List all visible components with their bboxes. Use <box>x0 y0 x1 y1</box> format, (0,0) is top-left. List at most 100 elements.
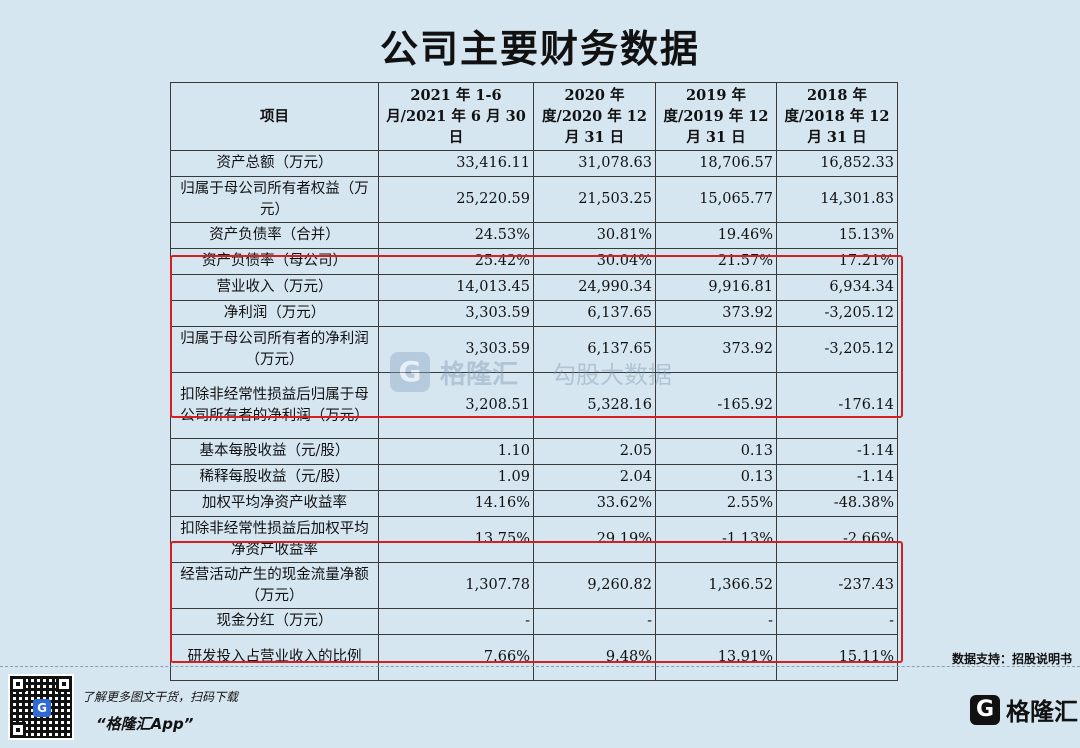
cell-value: 18,706.57 <box>655 150 777 177</box>
qr-finder-icon <box>10 676 26 692</box>
row-label: 归属于母公司所有者权益（万元） <box>170 176 379 223</box>
qr-finder-icon <box>56 676 72 692</box>
cell-value: -3,205.12 <box>776 326 898 373</box>
cell-value: 24,990.34 <box>533 274 656 301</box>
cell-value: 0.13 <box>655 438 777 465</box>
qr-app-logo-icon: G <box>33 699 51 717</box>
cell-value: 17.21% <box>776 248 898 275</box>
row-label: 净利润（万元） <box>170 300 379 327</box>
cell-value: 2.55% <box>655 490 777 517</box>
page-title: 公司主要财务数据 <box>379 27 700 71</box>
cell-value: 33,416.11 <box>378 150 534 177</box>
table-row: 归属于母公司所有者权益（万元） 25,220.59 21,503.25 15,0… <box>170 176 898 223</box>
promo-text: 了解更多图文干货，扫码下载 <box>82 690 239 704</box>
row-label: 归属于母公司所有者的净利润（万元） <box>170 326 379 373</box>
cell-value: 25,220.59 <box>378 176 534 223</box>
cell-value: 0.13 <box>655 464 777 491</box>
row-label: 基本每股收益（元/股） <box>170 438 379 465</box>
table-row: 研发投入占营业收入的比例 7.66% 9.48% 13.91% 15.11% <box>170 634 898 681</box>
table-row: 净利润（万元） 3,303.59 6,137.65 373.92 -3,205.… <box>170 300 898 327</box>
row-label: 资产负债率（合并） <box>170 222 379 249</box>
cell-value: 6,137.65 <box>533 300 656 327</box>
table-row: 资产总额（万元） 33,416.11 31,078.63 18,706.57 1… <box>170 150 898 177</box>
table-row: 归属于母公司所有者的净利润（万元） 3,303.59 6,137.65 373.… <box>170 326 898 373</box>
table-row: 现金分红（万元） - - - - <box>170 608 898 635</box>
cell-value: 25.42% <box>378 248 534 275</box>
table-row: 扣除非经常性损益后加权平均净资产收益率 13.75% 29.19% -1.13%… <box>170 516 898 563</box>
cell-value: 1.10 <box>378 438 534 465</box>
cell-value: 9,916.81 <box>655 274 777 301</box>
cell-value: - <box>533 608 656 635</box>
cell-value: 13.91% <box>655 634 777 681</box>
row-label: 现金分红（万元） <box>170 608 379 635</box>
cell-value: 3,303.59 <box>378 300 534 327</box>
cell-value: 9,260.82 <box>533 562 656 609</box>
cell-value: 1,307.78 <box>378 562 534 609</box>
row-label: 营业收入（万元） <box>170 274 379 301</box>
table-row: 加权平均净资产收益率 14.16% 33.62% 2.55% -48.38% <box>170 490 898 517</box>
footer-divider <box>0 666 1080 667</box>
table-row: 基本每股收益（元/股） 1.10 2.05 0.13 -1.14 <box>170 438 898 465</box>
row-label: 加权平均净资产收益率 <box>170 490 379 517</box>
table-header-row: 项目 2021 年 1-6 月/2021 年 6 月 30 日 2020 年度/… <box>170 82 898 151</box>
cell-value: 24.53% <box>378 222 534 249</box>
qr-finder-icon <box>10 722 26 738</box>
header-2021h1: 2021 年 1-6 月/2021 年 6 月 30 日 <box>378 82 534 151</box>
header-2020: 2020 年度/2020 年 12 月 31 日 <box>533 82 656 151</box>
cell-value: 2.05 <box>533 438 656 465</box>
cell-value: 29.19% <box>533 516 656 563</box>
table-row: 经营活动产生的现金流量净额（万元） 1,307.78 9,260.82 1,36… <box>170 562 898 609</box>
cell-value: 31,078.63 <box>533 150 656 177</box>
promo-app-name: “格隆汇App” <box>96 715 194 733</box>
row-label: 经营活动产生的现金流量净额（万元） <box>170 562 379 609</box>
cell-value: 1.09 <box>378 464 534 491</box>
cell-value: 2.04 <box>533 464 656 491</box>
cell-value: 15.11% <box>776 634 898 681</box>
cell-value: -1.14 <box>776 464 898 491</box>
cell-value: -1.13% <box>655 516 777 563</box>
brand-g-icon: G <box>970 694 1000 725</box>
row-label: 研发投入占营业收入的比例 <box>170 634 379 681</box>
cell-value: 19.46% <box>655 222 777 249</box>
row-label: 稀释每股收益（元/股） <box>170 464 379 491</box>
cell-value: - <box>776 608 898 635</box>
row-label: 资产总额（万元） <box>170 150 379 177</box>
header-item: 项目 <box>170 82 379 151</box>
table-row: 稀释每股收益（元/股） 1.09 2.04 0.13 -1.14 <box>170 464 898 491</box>
cell-value: 21,503.25 <box>533 176 656 223</box>
cell-value: 373.92 <box>655 300 777 327</box>
table-row: 营业收入（万元） 14,013.45 24,990.34 9,916.81 6,… <box>170 274 898 301</box>
cell-value: 5,328.16 <box>533 372 656 439</box>
cell-value: 14,301.83 <box>776 176 898 223</box>
cell-value: 30.81% <box>533 222 656 249</box>
cell-value: -1.14 <box>776 438 898 465</box>
header-2018: 2018 年度/2018 年 12 月 31 日 <box>776 82 898 151</box>
cell-value: -165.92 <box>655 372 777 439</box>
row-label: 资产负债率（母公司） <box>170 248 379 275</box>
cell-value: - <box>378 608 534 635</box>
brand-name: 格隆汇 <box>1006 698 1078 726</box>
data-source-note: 数据支持：招股说明书 <box>951 652 1072 666</box>
table-row: 资产负债率（合并） 24.53% 30.81% 19.46% 15.13% <box>170 222 898 249</box>
cell-value: -237.43 <box>776 562 898 609</box>
cell-value: -48.38% <box>776 490 898 517</box>
table-row: 资产负债率（母公司） 25.42% 30.04% 21.57% 17.21% <box>170 248 898 275</box>
qr-code-icon[interactable]: G <box>8 674 74 740</box>
table-row: 扣除非经常性损益后归属于母公司所有者的净利润（万元） 3,208.51 5,32… <box>170 372 898 439</box>
row-label: 扣除非经常性损益后归属于母公司所有者的净利润（万元） <box>170 372 379 439</box>
cell-value: 7.66% <box>378 634 534 681</box>
cell-value: 1,366.52 <box>655 562 777 609</box>
cell-value: 13.75% <box>378 516 534 563</box>
header-2019: 2019 年度/2019 年 12 月 31 日 <box>655 82 777 151</box>
row-label: 扣除非经常性损益后加权平均净资产收益率 <box>170 516 379 563</box>
cell-value: 6,137.65 <box>533 326 656 373</box>
cell-value: 21.57% <box>655 248 777 275</box>
cell-value: 373.92 <box>655 326 777 373</box>
cell-value: -2.66% <box>776 516 898 563</box>
brand-logo: G 格隆汇 <box>970 692 1078 727</box>
cell-value: -176.14 <box>776 372 898 439</box>
cell-value: 14.16% <box>378 490 534 517</box>
cell-value: 6,934.34 <box>776 274 898 301</box>
cell-value: - <box>655 608 777 635</box>
cell-value: 15,065.77 <box>655 176 777 223</box>
